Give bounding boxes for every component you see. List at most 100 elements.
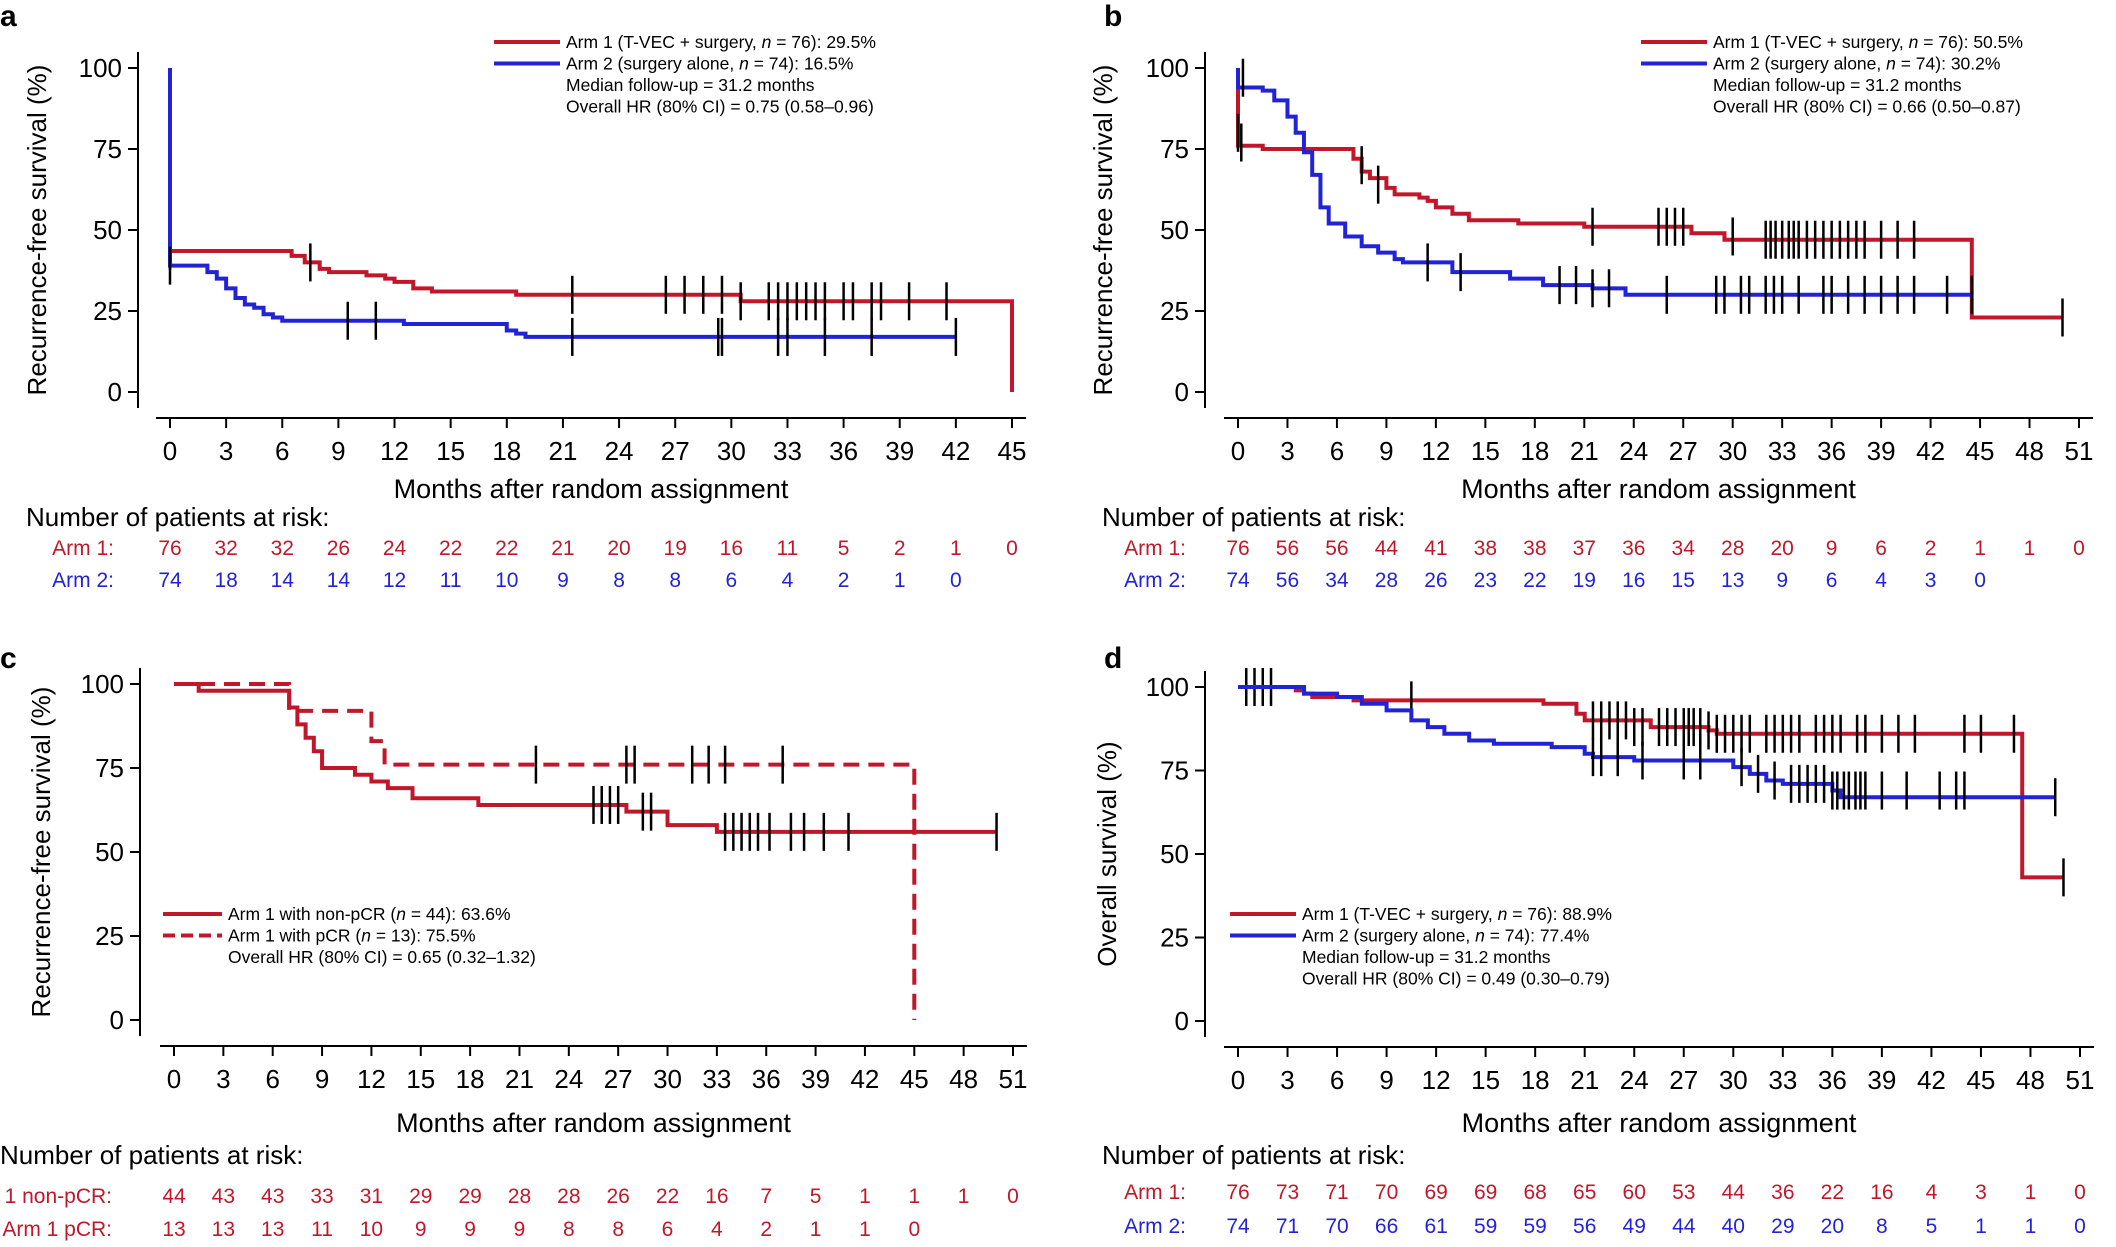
risk-row-label: Arm 2: xyxy=(1124,1215,1186,1238)
risk-value: 0 xyxy=(1007,1185,1019,1208)
risk-value: 34 xyxy=(1672,537,1696,560)
risk-value: 44 xyxy=(1672,1215,1696,1238)
risk-value: 24 xyxy=(383,537,407,560)
x-tick-label: 42 xyxy=(850,1064,879,1094)
legend-entry: Median follow-up = 31.2 months xyxy=(1302,947,1551,967)
risk-value: 0 xyxy=(1974,569,1986,592)
risk-value: 38 xyxy=(1474,537,1497,560)
x-tick-label: 0 xyxy=(1231,436,1245,466)
panel-label: d xyxy=(1104,642,1122,675)
risk-value: 1 xyxy=(859,1218,871,1241)
risk-value: 26 xyxy=(606,1185,629,1208)
risk-value: 22 xyxy=(1821,1181,1844,1204)
risk-row-label: Arm 1: xyxy=(1124,537,1186,560)
x-tick-label: 33 xyxy=(702,1064,731,1094)
risk-value: 56 xyxy=(1573,1215,1596,1238)
risk-value: 9 xyxy=(464,1218,476,1241)
risk-value: 0 xyxy=(2074,1181,2086,1204)
x-tick-label: 45 xyxy=(998,436,1027,466)
x-tick-label: 51 xyxy=(2066,1065,2095,1095)
risk-value: 56 xyxy=(1276,569,1299,592)
risk-value: 0 xyxy=(2073,537,2085,560)
risk-value: 44 xyxy=(1375,537,1399,560)
risk-value: 19 xyxy=(1573,569,1596,592)
risk-value: 0 xyxy=(950,569,962,592)
risk-value: 53 xyxy=(1672,1181,1695,1204)
risk-value: 14 xyxy=(271,569,295,592)
risk-value: 7 xyxy=(760,1185,772,1208)
risk-value: 9 xyxy=(557,569,569,592)
x-tick-label: 21 xyxy=(548,436,577,466)
risk-value: 69 xyxy=(1424,1181,1447,1204)
y-tick-label: 25 xyxy=(1160,296,1189,326)
risk-value: 29 xyxy=(1771,1215,1794,1238)
risk-value: 13 xyxy=(162,1218,185,1241)
y-tick-label: 100 xyxy=(1146,672,1189,702)
risk-value: 21 xyxy=(551,537,574,560)
risk-value: 59 xyxy=(1523,1215,1546,1238)
risk-value: 28 xyxy=(508,1185,531,1208)
y-tick-label: 100 xyxy=(1146,53,1189,83)
risk-value: 9 xyxy=(514,1218,526,1241)
y-tick-label: 0 xyxy=(1175,377,1189,407)
x-tick-label: 21 xyxy=(1570,1065,1599,1095)
x-tick-label: 39 xyxy=(1867,1065,1896,1095)
legend-entry: Arm 1 with pCR (n = 13): 75.5% xyxy=(228,926,476,946)
y-tick-label: 100 xyxy=(79,53,122,83)
x-tick-label: 51 xyxy=(999,1064,1028,1094)
risk-value: 4 xyxy=(782,569,794,592)
x-tick-label: 3 xyxy=(219,436,233,466)
risk-value: 13 xyxy=(212,1218,235,1241)
x-tick-label: 15 xyxy=(1471,436,1500,466)
x-tick-label: 3 xyxy=(1280,1065,1294,1095)
x-tick-label: 24 xyxy=(554,1064,583,1094)
risk-table-title: Number of patients at risk: xyxy=(0,1140,303,1170)
x-tick-label: 9 xyxy=(331,436,345,466)
risk-value: 15 xyxy=(1672,569,1695,592)
risk-value: 70 xyxy=(1375,1181,1398,1204)
x-tick-label: 18 xyxy=(1520,436,1549,466)
risk-value: 44 xyxy=(1722,1181,1746,1204)
risk-value: 2 xyxy=(760,1218,772,1241)
risk-value: 1 xyxy=(859,1185,871,1208)
x-tick-label: 6 xyxy=(275,436,289,466)
series-line-arm-2 xyxy=(168,68,956,339)
y-axis-title: Recurrence-free survival (%) xyxy=(26,687,56,1018)
risk-value: 41 xyxy=(1424,537,1447,560)
risk-value: 2 xyxy=(894,537,906,560)
risk-value: 13 xyxy=(1721,569,1744,592)
x-tick-label: 24 xyxy=(1619,436,1648,466)
risk-value: 29 xyxy=(409,1185,432,1208)
y-tick-label: 0 xyxy=(1175,1006,1189,1036)
x-tick-label: 42 xyxy=(1917,1065,1946,1095)
risk-value: 22 xyxy=(439,537,462,560)
risk-value: 32 xyxy=(214,537,237,560)
risk-value: 8 xyxy=(669,569,681,592)
x-tick-label: 18 xyxy=(492,436,521,466)
x-tick-label: 36 xyxy=(1818,1065,1847,1095)
x-tick-label: 33 xyxy=(1768,436,1797,466)
risk-value: 13 xyxy=(261,1218,284,1241)
risk-value: 3 xyxy=(1925,569,1937,592)
risk-value: 1 xyxy=(1974,537,1986,560)
risk-value: 16 xyxy=(720,537,743,560)
risk-value: 43 xyxy=(212,1185,235,1208)
risk-value: 69 xyxy=(1474,1181,1497,1204)
x-tick-label: 48 xyxy=(2016,1065,2045,1095)
risk-value: 60 xyxy=(1623,1181,1646,1204)
legend-entry: Overall HR (80% CI) = 0.65 (0.32–1.32) xyxy=(228,947,536,967)
risk-value: 28 xyxy=(1721,537,1744,560)
x-tick-label: 15 xyxy=(436,436,465,466)
x-tick-label: 0 xyxy=(167,1064,181,1094)
x-tick-label: 27 xyxy=(604,1064,633,1094)
risk-value: 8 xyxy=(612,1218,624,1241)
risk-value: 16 xyxy=(1622,569,1645,592)
panel-label: b xyxy=(1104,0,1122,33)
x-axis-title: Months after random assignment xyxy=(1461,474,1856,504)
risk-value: 44 xyxy=(162,1185,186,1208)
y-tick-label: 25 xyxy=(93,296,122,326)
x-tick-label: 3 xyxy=(216,1064,230,1094)
risk-value: 18 xyxy=(214,569,237,592)
